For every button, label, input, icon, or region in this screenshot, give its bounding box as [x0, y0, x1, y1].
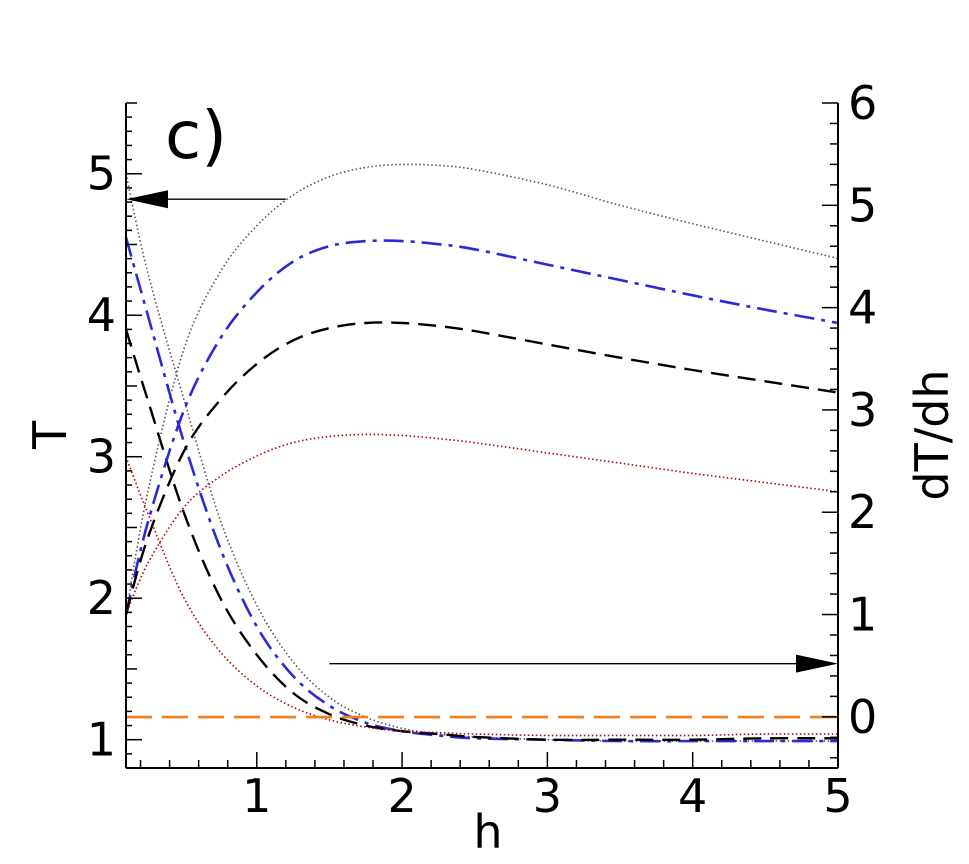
series-line-left-dotted-3 [125, 456, 839, 737]
y-right-tick-label: 6 [848, 76, 877, 130]
x-axis-title: h [473, 805, 502, 859]
x-tick-label: 4 [678, 769, 707, 823]
axis-layer: 1 2 3 4 5 1 2 3 4 5 0 1 2 3 4 5 6 [87, 76, 878, 823]
series-line-right-dashed-7 [124, 321, 839, 615]
series-line-right-dotted-5 [125, 163, 839, 615]
x-tick-label: 1 [242, 769, 271, 823]
arrow-layer [126, 190, 838, 673]
arrow-head-right [796, 654, 838, 673]
y-right-tick-label: 1 [848, 588, 877, 642]
x-tick-label: 5 [823, 769, 852, 823]
y-right-tick-label: 2 [848, 485, 877, 539]
series-layer [124, 163, 839, 743]
y-left-tick-label: 2 [87, 571, 116, 625]
y-right-tick-label: 5 [848, 178, 877, 232]
arrow-head-left [126, 190, 168, 209]
series-line-left-dotted-0 [125, 173, 838, 743]
y-left-axis-title: T [23, 420, 77, 450]
x-tick-label: 3 [533, 769, 562, 823]
x-tick-label: 2 [387, 769, 416, 823]
series-line-left-dashdot-1 [124, 237, 838, 743]
y-left-tick-label: 5 [87, 147, 116, 201]
series-line-right-dashdot-6 [124, 239, 839, 615]
y-left-tick-label: 4 [87, 288, 116, 342]
series-line-right-dotted-8 [125, 433, 839, 615]
y-right-tick-label: 0 [848, 690, 877, 744]
y-right-tick-label: 4 [848, 281, 877, 335]
y-left-tick-label: 3 [87, 430, 116, 484]
y-left-tick-label: 1 [87, 713, 116, 767]
panel-label: c) [165, 97, 227, 174]
y-right-axis-title: dT/dh [905, 369, 959, 500]
y-right-tick-label: 3 [848, 383, 877, 437]
series-line-left-dashed-2 [124, 329, 839, 742]
